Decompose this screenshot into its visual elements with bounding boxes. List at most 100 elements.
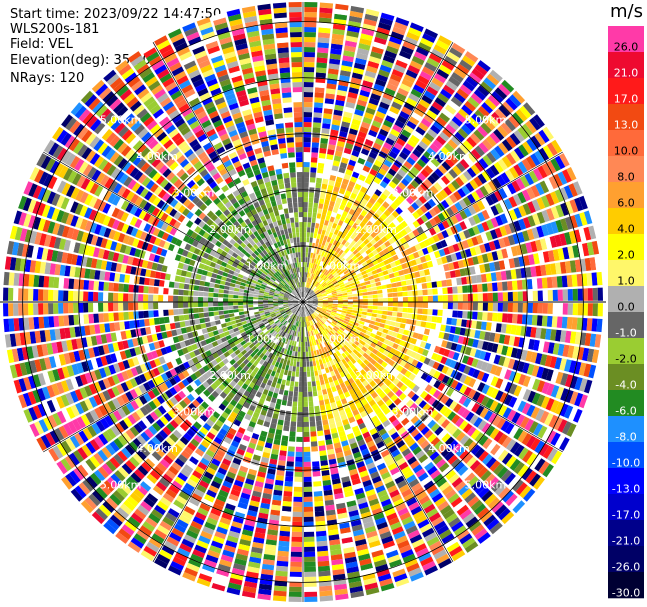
ppi-cell bbox=[329, 134, 338, 141]
ppi-cell bbox=[192, 516, 205, 526]
ppi-cell bbox=[269, 422, 277, 429]
ppi-cell bbox=[429, 488, 441, 499]
ppi-cell bbox=[399, 237, 407, 245]
ppi-cell bbox=[486, 374, 495, 385]
ppi-cell bbox=[350, 5, 365, 14]
ppi-cell bbox=[529, 117, 541, 131]
ppi-cell bbox=[315, 290, 320, 294]
ppi-cell bbox=[327, 303, 333, 305]
ppi-cell bbox=[362, 80, 374, 88]
ppi-cell bbox=[421, 136, 432, 146]
ppi-cell bbox=[536, 380, 546, 393]
ppi-cell bbox=[285, 344, 289, 350]
ppi-cell bbox=[315, 223, 320, 229]
ppi-cell bbox=[304, 292, 307, 298]
ppi-cell bbox=[406, 285, 413, 291]
ppi-cell bbox=[310, 278, 314, 284]
ppi-cell bbox=[312, 253, 316, 259]
ppi-cell bbox=[462, 311, 468, 319]
ppi-cell bbox=[333, 251, 339, 258]
ppi-cell bbox=[332, 327, 338, 332]
ppi-cell bbox=[372, 294, 378, 298]
ppi-cell bbox=[316, 322, 321, 328]
ppi-cell bbox=[333, 442, 342, 449]
ppi-cell bbox=[377, 232, 385, 239]
ppi-cell bbox=[349, 82, 361, 90]
ppi-cell bbox=[333, 346, 339, 353]
ppi-cell bbox=[422, 527, 435, 538]
ppi-cell bbox=[278, 329, 283, 335]
ppi-cell bbox=[349, 345, 355, 352]
ppi-cell bbox=[282, 326, 287, 332]
ppi-cell bbox=[339, 204, 346, 211]
ppi-cell bbox=[278, 352, 284, 358]
ppi-cell bbox=[267, 369, 273, 375]
ppi-cell bbox=[408, 116, 420, 126]
ppi-cell bbox=[286, 461, 294, 467]
ppi-cell bbox=[319, 450, 327, 457]
ppi-cell bbox=[303, 366, 307, 372]
ppi-cell bbox=[377, 372, 385, 380]
ppi-cell bbox=[497, 302, 503, 312]
ppi-cell bbox=[303, 282, 305, 288]
ppi-cell bbox=[395, 17, 410, 27]
ppi-cell bbox=[452, 286, 458, 294]
ppi-cell bbox=[257, 593, 271, 601]
ppi-cell bbox=[347, 133, 357, 141]
ppi-cell bbox=[501, 101, 514, 114]
ppi-cell bbox=[193, 488, 205, 498]
ppi-cell bbox=[342, 322, 348, 327]
ppi-cell bbox=[376, 462, 387, 471]
ppi-cell bbox=[399, 83, 411, 93]
ppi-cell bbox=[377, 294, 383, 298]
ppi-cell bbox=[303, 237, 307, 243]
ppi-cell bbox=[335, 593, 349, 601]
ppi-cell bbox=[380, 332, 387, 339]
ppi-cell bbox=[454, 201, 463, 212]
ppi-cell bbox=[296, 436, 303, 442]
ppi-cell bbox=[221, 323, 227, 328]
ppi-cell bbox=[482, 293, 488, 302]
ppi-cell bbox=[332, 294, 338, 298]
ppi-cell bbox=[307, 371, 311, 377]
ppi-cell bbox=[566, 423, 577, 437]
ppi-cell bbox=[370, 471, 380, 480]
ppi-cell bbox=[228, 530, 240, 539]
ppi-cell bbox=[289, 571, 302, 577]
ppi-cell bbox=[502, 302, 508, 312]
ppi-cell bbox=[305, 336, 307, 342]
ppi-cell bbox=[586, 272, 593, 286]
ppi-cell bbox=[346, 566, 359, 574]
ppi-cell bbox=[274, 387, 280, 394]
ppi-cell bbox=[431, 48, 445, 59]
ppi-cell bbox=[342, 444, 351, 452]
ppi-cell bbox=[266, 379, 273, 386]
ppi-cell bbox=[248, 442, 256, 450]
ppi-cell bbox=[422, 192, 431, 201]
ppi-cell bbox=[337, 84, 348, 92]
ppi-cell bbox=[508, 258, 516, 269]
ppi-cell bbox=[426, 484, 438, 495]
ppi-cell bbox=[514, 444, 525, 457]
ppi-cell bbox=[420, 205, 428, 214]
ppi-cell bbox=[366, 220, 373, 228]
ppi-cell bbox=[465, 516, 479, 528]
ppi-cell bbox=[298, 341, 301, 347]
ppi-cell bbox=[497, 282, 503, 291]
ppi-cell bbox=[294, 471, 303, 477]
ppi-cell bbox=[310, 227, 315, 233]
ppi-cell bbox=[309, 341, 313, 347]
ppi-cell bbox=[307, 331, 311, 337]
ppi-cell bbox=[304, 586, 317, 592]
ppi-cell bbox=[454, 392, 463, 403]
ppi-cell bbox=[303, 122, 312, 128]
ppi-cell bbox=[290, 561, 302, 567]
ppi-cell bbox=[356, 225, 363, 232]
ppi-cell bbox=[373, 362, 381, 369]
ppi-cell bbox=[377, 306, 383, 310]
ppi-cell bbox=[381, 432, 390, 441]
ppi-cell bbox=[320, 318, 326, 324]
ppi-cell bbox=[261, 497, 271, 505]
ppi-cell bbox=[292, 526, 302, 532]
ppi-cell bbox=[265, 356, 271, 363]
